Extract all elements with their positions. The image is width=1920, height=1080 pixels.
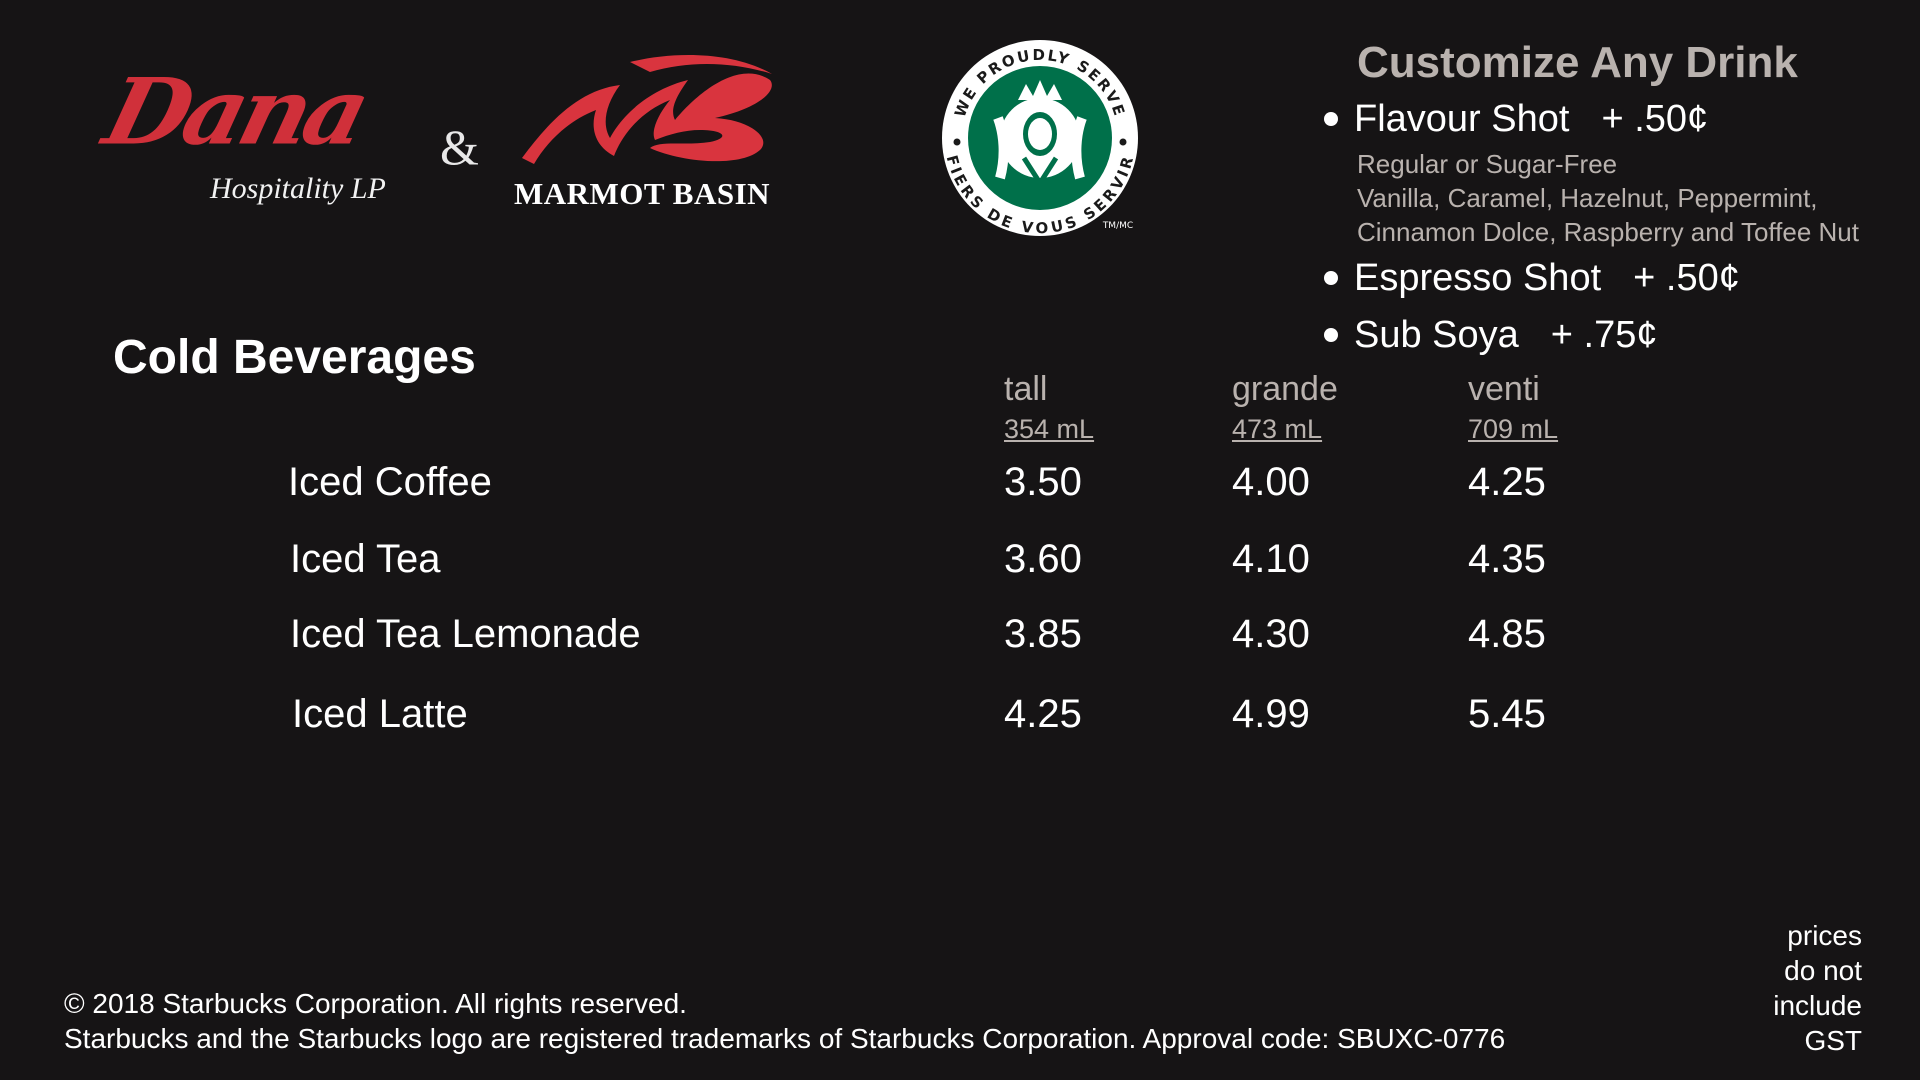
starbucks-logo: WE PROUDLY SERVE FIERS DE VOUS SERVIR TM… — [940, 38, 1140, 238]
customize-option: Flavour Shot + .50¢ — [1324, 98, 1708, 141]
size-volume-grande: 473 mL — [1232, 414, 1323, 444]
dana-logo-script: Dana — [94, 57, 375, 166]
size-header-grande: grande — [1232, 370, 1338, 408]
menu-item-name: Iced Latte — [292, 692, 468, 736]
option-name: Espresso Shot — [1354, 257, 1602, 299]
menu-item-name: Iced Tea — [290, 537, 441, 581]
ampersand: & — [440, 119, 479, 175]
customize-title: Customize Any Drink — [1357, 38, 1798, 87]
gst-note: prices do not include GST — [1773, 918, 1862, 1058]
option-detail: Vanilla, Caramel, Hazelnut, Peppermint, — [1357, 183, 1818, 213]
menu-item-price: 4.00 — [1232, 460, 1310, 504]
option-price: + .50¢ — [1633, 257, 1740, 299]
marmot-basin-logo: MARMOT BASIN — [510, 50, 780, 220]
section-title: Cold Beverages — [113, 331, 476, 384]
menu-item-price: 4.30 — [1232, 612, 1310, 656]
menu-item-price: 3.50 — [1004, 460, 1082, 504]
menu-item-price: 4.99 — [1232, 692, 1310, 736]
dana-logo-subtitle: Hospitality LP — [210, 172, 386, 205]
menu-item-name: Iced Coffee — [288, 460, 492, 504]
size-header-tall: tall — [1004, 370, 1048, 408]
marmot-swoosh-icon — [522, 54, 772, 164]
size-volume-tall: 354 mL — [1004, 414, 1095, 444]
menu-item-price: 4.35 — [1468, 537, 1546, 581]
menu-item-price: 4.25 — [1004, 692, 1082, 736]
bullet-icon — [1324, 270, 1338, 285]
gst-note-line: do not — [1784, 955, 1862, 986]
option-name: Flavour Shot — [1354, 98, 1570, 140]
marmot-logo-text: MARMOT BASIN — [514, 176, 771, 211]
trademark-text: Starbucks and the Starbucks logo are reg… — [64, 1023, 1506, 1054]
svg-text:TM/MC: TM/MC — [1102, 221, 1133, 231]
option-price: + .75¢ — [1550, 314, 1658, 356]
menu-item-name: Iced Tea Lemonade — [290, 612, 641, 656]
bullet-icon — [1324, 327, 1338, 342]
customize-option: Espresso Shot + .50¢ — [1324, 257, 1740, 300]
menu-item-price: 4.25 — [1468, 460, 1546, 504]
gst-note-line: include — [1773, 990, 1862, 1021]
gst-note-line: GST — [1804, 1025, 1862, 1056]
size-header-venti: venti — [1468, 370, 1540, 408]
starbucks-siren-icon: WE PROUDLY SERVE FIERS DE VOUS SERVIR TM… — [942, 40, 1138, 237]
bullet-icon — [1324, 111, 1338, 126]
menu-item-price: 4.10 — [1232, 537, 1310, 581]
customize-option: Sub Soya + .75¢ — [1324, 314, 1658, 357]
option-price: + .50¢ — [1601, 98, 1709, 140]
menu-item-price: 5.45 — [1468, 692, 1546, 736]
gst-note-line: prices — [1787, 920, 1862, 951]
copyright-text: © 2018 Starbucks Corporation. All rights… — [64, 988, 687, 1019]
menu-item-price: 3.85 — [1004, 612, 1082, 656]
option-detail: Regular or Sugar-Free — [1357, 149, 1618, 179]
dana-hospitality-logo: Dana Hospitality LP — [94, 57, 430, 220]
menu-item-price: 4.85 — [1468, 612, 1546, 656]
size-volume-venti: 709 mL — [1468, 414, 1559, 444]
option-detail: Cinnamon Dolce, Raspberry and Toffee Nut — [1357, 217, 1859, 247]
menu-item-price: 3.60 — [1004, 537, 1082, 581]
option-name: Sub Soya — [1354, 314, 1519, 356]
